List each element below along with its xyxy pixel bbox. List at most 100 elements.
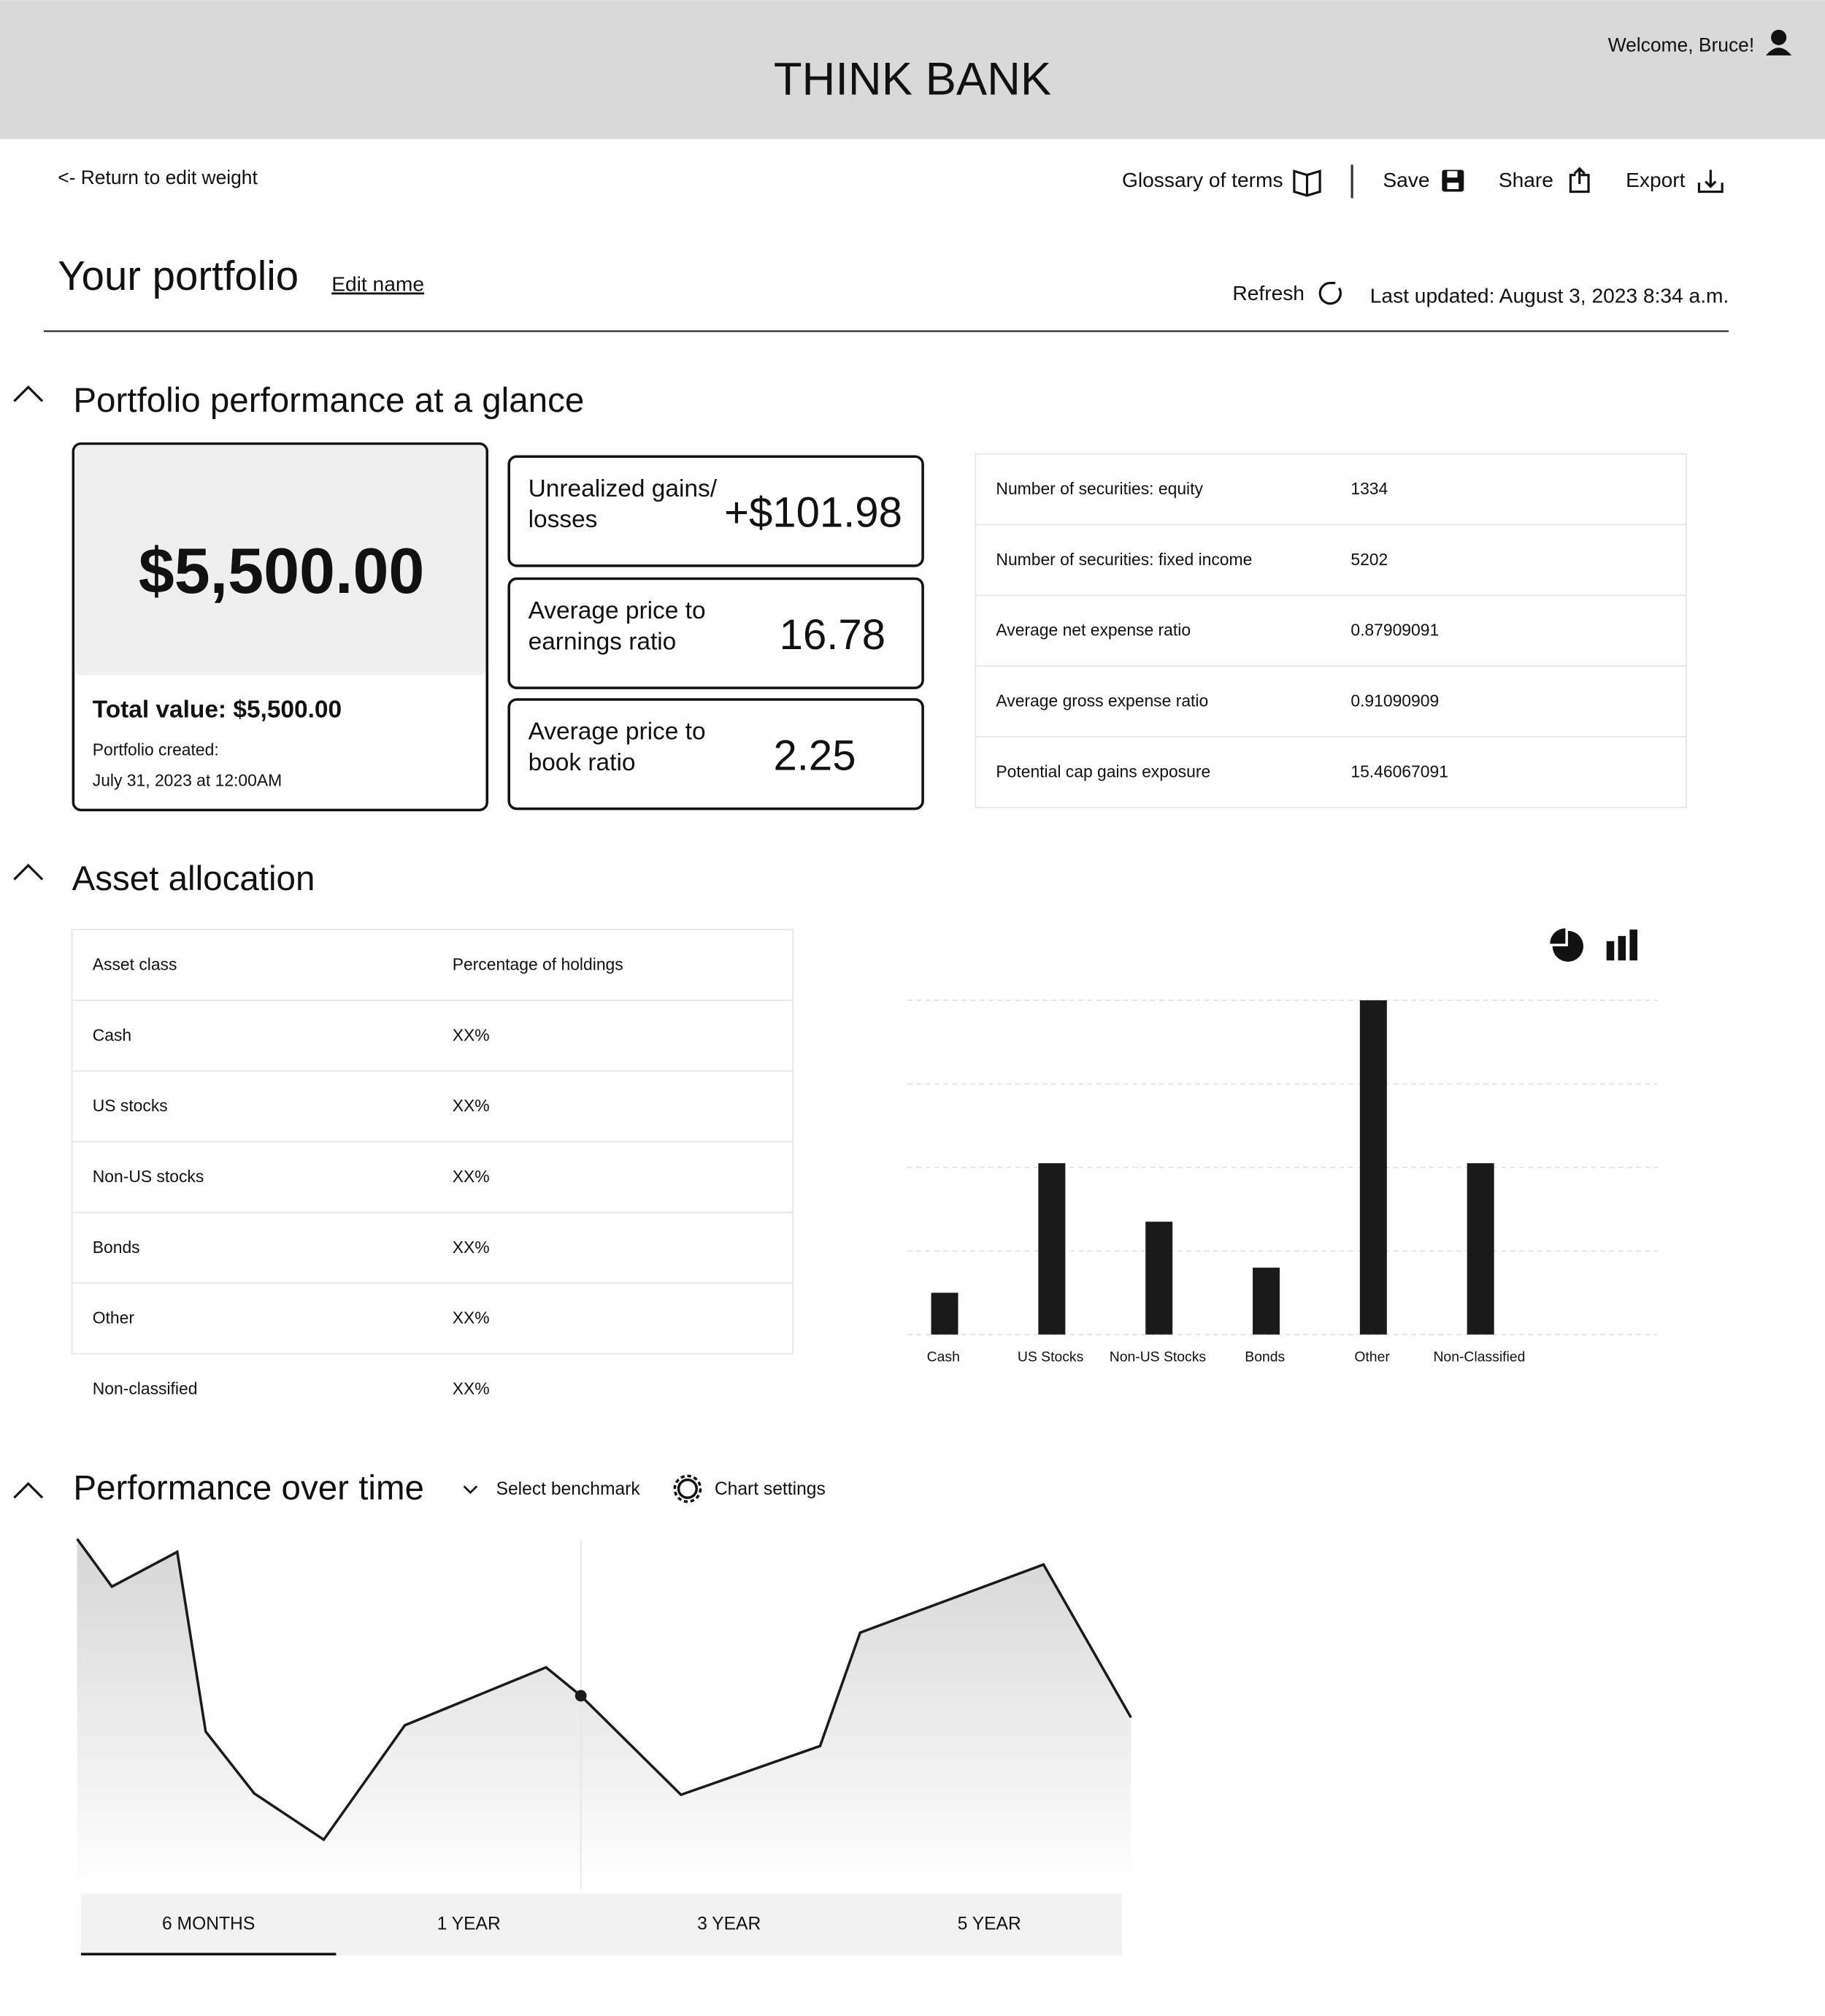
x-tick-label: Bonds	[1245, 1349, 1285, 1365]
stat-label: Number of securities: fixed income	[996, 550, 1252, 569]
bar	[1359, 1000, 1387, 1335]
line	[76, 1538, 1132, 1841]
bar	[1467, 1163, 1494, 1335]
big-value: $5,500.00	[139, 534, 425, 607]
tab-bar	[80, 1893, 1122, 1956]
metric-value: 16.78	[780, 611, 885, 659]
stat-row	[975, 453, 1687, 526]
bar	[1253, 1268, 1280, 1335]
stat-label: Potential cap gains exposure	[996, 762, 1210, 781]
table-cell: XX%	[453, 1379, 490, 1398]
gear-icon[interactable]	[673, 1474, 702, 1503]
table-row	[71, 1070, 794, 1143]
bar-icon[interactable]	[1606, 930, 1637, 961]
edit-name[interactable]: Edit name	[331, 273, 424, 296]
section-title: Portfolio performance at a glance	[73, 381, 584, 420]
export-icon[interactable]	[1697, 169, 1724, 193]
toolbar-action[interactable]: Save	[1383, 169, 1429, 191]
table-cell: XX%	[453, 1025, 490, 1044]
metric-card	[507, 577, 924, 689]
created-label: Portfolio created:	[93, 740, 219, 759]
bar	[931, 1292, 958, 1335]
refresh-icon[interactable]	[1318, 281, 1342, 305]
metric-label: Average price to book ratio	[528, 718, 706, 777]
stat-value: 1334	[1350, 479, 1388, 498]
stat-row	[975, 736, 1687, 808]
toolbar-action[interactable]: Share	[1499, 169, 1553, 191]
toolbar-action[interactable]: Glossary of terms	[1122, 169, 1283, 191]
dropdown-icon[interactable]	[463, 1485, 478, 1495]
app-title: THINK BANK	[774, 54, 1051, 105]
chart-settings[interactable]: Chart settings	[715, 1479, 826, 1499]
user-icon[interactable]	[1766, 29, 1792, 55]
metric-card	[507, 698, 924, 810]
x-tick-label: US Stocks	[1018, 1349, 1083, 1365]
stat-row	[975, 665, 1687, 737]
table-cell: Cash	[93, 1025, 131, 1044]
toolbar-action[interactable]: Export	[1626, 169, 1686, 191]
table-row	[71, 1211, 794, 1284]
metric-label: Average price to earnings ratio	[528, 597, 706, 656]
last-updated: Last updated: August 3, 2023 8:34 a.m.	[1370, 284, 1729, 307]
stat-value: 0.87909091	[1350, 621, 1439, 640]
metric-label: Unrealized gains/ losses	[528, 475, 718, 534]
bar	[1038, 1163, 1066, 1335]
hover-point	[575, 1690, 587, 1702]
value-card-top	[74, 445, 486, 675]
stat-label: Number of securities: equity	[996, 479, 1203, 498]
tab[interactable]: 6 MONTHS	[162, 1914, 255, 1933]
x-tick-label: Non-US Stocks	[1110, 1349, 1206, 1365]
total-value: Total value: $5,500.00	[93, 697, 342, 724]
metric-label-box: Unrealized gains/ losses	[528, 475, 718, 534]
table-fade	[64, 1354, 804, 1358]
refresh[interactable]: Refresh	[1232, 282, 1305, 304]
table-header: Asset class	[93, 954, 177, 973]
collapse-toggle[interactable]	[13, 385, 44, 402]
table-row	[71, 1000, 794, 1072]
stat-label: Average net expense ratio	[996, 621, 1191, 640]
share-icon[interactable]	[1569, 166, 1590, 193]
book-icon[interactable]	[1293, 169, 1321, 197]
stat-label: Average gross expense ratio	[996, 691, 1208, 710]
metric-label-box: Average price to earnings ratio	[528, 597, 706, 656]
table-cell: Bonds	[93, 1238, 140, 1257]
metric-card	[507, 455, 924, 567]
header-bar	[0, 0, 1825, 139]
table-cell: US stocks	[93, 1096, 168, 1115]
table-cell: XX%	[453, 1167, 490, 1186]
section-title: Performance over time	[73, 1468, 424, 1507]
benchmark[interactable]: Select benchmark	[496, 1479, 641, 1499]
metric-value: 2.25	[773, 732, 856, 779]
pie-icon[interactable]	[1550, 928, 1584, 962]
section-title: Asset allocation	[72, 859, 315, 898]
tab[interactable]: 3 YEAR	[697, 1914, 761, 1933]
x-tick-label: Other	[1354, 1349, 1390, 1365]
collapse-toggle[interactable]	[13, 863, 44, 881]
table-row	[71, 1141, 794, 1214]
metric-value: +$101.98	[724, 489, 902, 537]
table-cell: XX%	[453, 1308, 490, 1327]
metric-label-box: Average price to book ratio	[528, 718, 706, 777]
welcome: Welcome, Bruce!	[1608, 34, 1754, 56]
stat-value: 0.91090909	[1350, 691, 1439, 710]
table-row	[71, 1282, 794, 1354]
collapse-toggle[interactable]	[13, 1482, 44, 1499]
tab[interactable]: 5 YEAR	[958, 1914, 1021, 1933]
stat-value: 5202	[1350, 550, 1388, 569]
stat-value: 15.46067091	[1350, 762, 1448, 781]
table-header: Percentage of holdings	[453, 954, 623, 973]
back-link[interactable]: <- Return to edit weight	[58, 166, 258, 188]
area-fill	[77, 1538, 1132, 1890]
x-tick-label: Cash	[927, 1349, 960, 1365]
table-cell: XX%	[453, 1096, 490, 1115]
portfolio-title: Your portfolio	[58, 253, 299, 299]
table-header-row	[71, 929, 794, 1001]
table-cell: Non-classified	[93, 1379, 198, 1398]
table-cell: Other	[93, 1308, 135, 1327]
table-cell: Non-US stocks	[93, 1167, 204, 1186]
save-icon[interactable]	[1442, 169, 1464, 192]
tab[interactable]: 1 YEAR	[437, 1914, 501, 1933]
tab-underline	[80, 1952, 337, 1956]
